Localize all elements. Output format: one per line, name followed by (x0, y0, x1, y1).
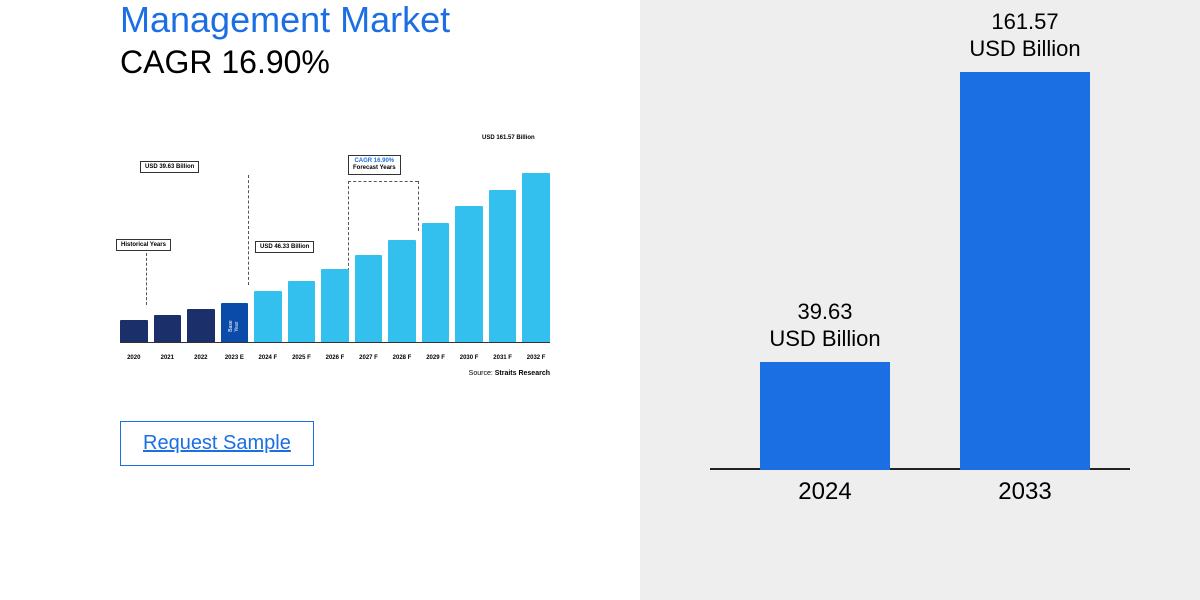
mini-bar-2021 (154, 315, 182, 342)
mini-bar-2023E: Base Year (221, 303, 249, 342)
big-bar-2024: 39.63USD Billion (760, 299, 890, 470)
mini-bar-2024F (254, 291, 282, 342)
big-chart: 39.63USD Billion161.57USD Billion 202420… (710, 30, 1130, 510)
mini-bar-2026F (321, 269, 349, 342)
callout-value-2032: USD 161.57 Billion (482, 135, 535, 141)
source-label: Source: (469, 370, 493, 377)
mini-xlabel: 2026 F (321, 355, 349, 361)
mini-bar-2022 (187, 309, 215, 341)
mini-source: Source: Straits Research (469, 370, 550, 377)
title-market: Management Market (120, 0, 620, 40)
mini-xlabel: 2023 E (221, 355, 249, 361)
request-sample-wrap: Request Sample (120, 421, 620, 466)
mini-xlabel: 2020 (120, 355, 148, 361)
source-name: Straits Research (495, 370, 550, 377)
mini-bar-2025F (288, 281, 316, 342)
big-bar-rect (960, 72, 1090, 470)
mini-xlabel: 2030 F (455, 355, 483, 361)
big-bar-year-label: 2024 (760, 478, 890, 506)
mini-xlabel: 2028 F (388, 355, 416, 361)
mini-xlabel: 2024 F (254, 355, 282, 361)
big-bar-2033: 161.57USD Billion (960, 9, 1090, 470)
mini-bar-2029F (422, 223, 450, 341)
left-panel: Management Market CAGR 16.90% Historical… (0, 0, 640, 600)
big-bar-value: 39.63USD Billion (769, 299, 880, 352)
mini-xlabels-row: 2020 2021 2022 2023 E 2024 F 2025 F 2026 F 2027… (120, 355, 550, 361)
big-bar-rect (760, 362, 890, 470)
right-panel: 39.63USD Billion 161.57USD Billion 2024 20… (640, 0, 1200, 600)
mini-bars-row: Base Year (120, 173, 550, 343)
mini-xlabel: 2021 (154, 355, 182, 361)
callout-forecast-sub: Forecast Years (353, 165, 396, 172)
request-sample-button[interactable]: Request Sample (120, 421, 314, 466)
mini-xlabel: 2032 F (522, 355, 550, 361)
mini-bar-2032F (522, 173, 550, 342)
callout-value-2024: USD 39.63 Billion (140, 161, 199, 173)
mini-bar-2031F (489, 190, 517, 342)
big-bar-value: 161.57USD Billion (969, 9, 1080, 62)
mini-xlabel: 2029 F (422, 355, 450, 361)
title-cagr: CAGR 16.90% (120, 44, 620, 81)
mini-xlabel: 2022 (187, 355, 215, 361)
mini-bar-2028F (388, 240, 416, 341)
mini-xlabel: 2031 F (489, 355, 517, 361)
big-bar-year-label: 2033 (960, 478, 1090, 506)
mini-bar-2020 (120, 320, 148, 342)
mini-chart: Historical Years USD 39.63 Billion USD 4… (120, 131, 550, 371)
mini-xlabel: 2025 F (288, 355, 316, 361)
mini-bar-2030F (455, 206, 483, 341)
base-year-label: Base Year (228, 312, 240, 331)
mini-bar-2027F (355, 255, 383, 341)
mini-xlabel: 2027 F (355, 355, 383, 361)
callout-forecast-cagr: CAGR 16.90% (353, 158, 396, 165)
